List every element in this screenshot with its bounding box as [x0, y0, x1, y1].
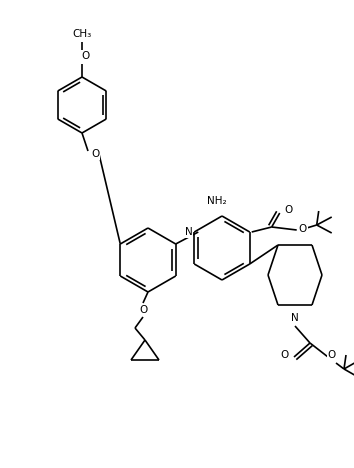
Text: NH₂: NH₂	[207, 196, 227, 206]
Text: O: O	[298, 224, 307, 234]
Text: N: N	[291, 313, 299, 323]
Text: CH₃: CH₃	[72, 29, 92, 39]
Text: O: O	[81, 51, 89, 61]
Text: O: O	[91, 149, 99, 159]
Text: O: O	[285, 205, 293, 215]
Text: O: O	[328, 350, 336, 360]
Text: O: O	[139, 305, 147, 315]
Text: N: N	[184, 227, 192, 237]
Text: O: O	[281, 350, 289, 360]
